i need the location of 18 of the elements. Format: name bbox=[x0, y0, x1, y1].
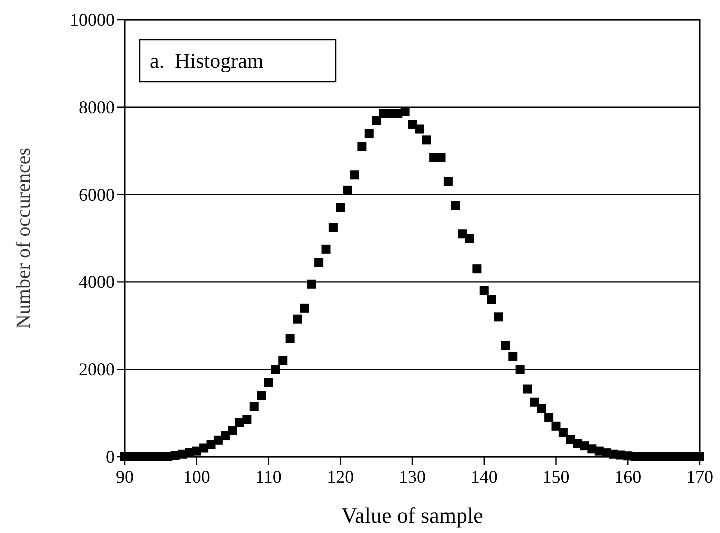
y-tick-label: 6000 bbox=[79, 184, 115, 205]
x-tick-label: 150 bbox=[542, 467, 570, 487]
y-axis-title: Number of occurences bbox=[13, 148, 35, 330]
x-axis-title: Value of sample bbox=[342, 503, 484, 528]
x-tick-label: 140 bbox=[470, 467, 498, 487]
x-tick-label: 90 bbox=[116, 467, 134, 487]
annotation: a. Histogram bbox=[150, 49, 264, 73]
x-tick-label: 100 bbox=[183, 467, 210, 487]
x-tick-label: 110 bbox=[256, 467, 282, 487]
x-tick-label: 170 bbox=[686, 467, 714, 487]
x-tick-label: 160 bbox=[614, 467, 642, 487]
y-tick-label: 2000 bbox=[79, 360, 115, 380]
x-tick-label: 130 bbox=[399, 467, 426, 487]
y-tick-label: 8000 bbox=[79, 97, 115, 118]
y-tick-label: 10000 bbox=[70, 10, 115, 30]
x-tick-label: 120 bbox=[327, 467, 354, 487]
y-tick-label: 4000 bbox=[79, 272, 115, 292]
y-tick-label: 0 bbox=[106, 447, 115, 467]
